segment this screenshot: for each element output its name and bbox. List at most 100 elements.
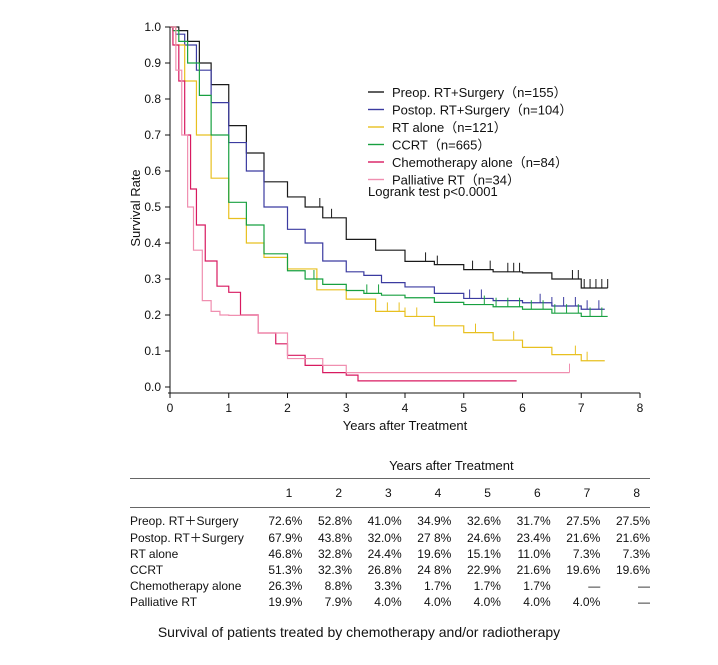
table-cell: 4.0% xyxy=(374,595,402,609)
series-line-5 xyxy=(170,26,570,374)
x-tick-label: 1 xyxy=(225,401,232,415)
table-cell: 31.7% xyxy=(516,513,551,528)
x-tick-label: 7 xyxy=(578,401,585,415)
legend: Preop. RT+Surgery（n=155） Postop. RT+Surge… xyxy=(368,85,572,188)
table-cell: 7.3% xyxy=(572,547,601,561)
table-row-label: Postop. RT＋Surgery xyxy=(130,531,244,545)
table-row-label: Palliative RT xyxy=(130,595,198,609)
table-column-header: 2 xyxy=(335,486,342,500)
series-line-4 xyxy=(170,26,517,382)
logrank-annotation: Logrank test p<0.0001 xyxy=(368,184,498,199)
table-row: CCRT 51.3% 32.3% 26.8% 24 8% 22.9% 21.6% 19.6% 1… xyxy=(130,562,650,578)
y-tick-label: 0.0 xyxy=(144,380,161,394)
table-cell: — xyxy=(638,579,650,593)
table-cell: 34.9% xyxy=(417,513,452,528)
table-cell: 8.8% xyxy=(324,579,352,593)
table-cell: 15.1% xyxy=(466,547,501,561)
table-row: Postop. RT＋Surgery 67.9% 43.8% 32.0% 27 8% 24… xyxy=(130,529,650,546)
legend-label: Palliative RT（n=34） xyxy=(392,173,520,188)
table-cell: 19.6% xyxy=(566,563,601,577)
table-cell: 24.6% xyxy=(466,530,501,545)
x-tick-label: 5 xyxy=(460,401,467,415)
table-column-header: 3 xyxy=(384,486,392,500)
legend-label: Chemotherapy alone（n=84） xyxy=(392,155,568,170)
series-line-2 xyxy=(170,26,605,362)
y-axis-label: Survival Rate xyxy=(128,169,143,246)
table-cell: 32.8% xyxy=(317,547,352,561)
y-tick-label: 0.4 xyxy=(144,236,161,250)
table-column-header: 6 xyxy=(533,486,541,500)
table-cell: 32.6% xyxy=(466,513,501,528)
table-cell: 1.7% xyxy=(473,579,501,593)
y-tick-label: 0.9 xyxy=(144,56,161,70)
legend-label: CCRT（n=665） xyxy=(392,138,490,153)
table-cell: 19.6% xyxy=(417,547,452,561)
table-row: Chemotherapy alone 26.3% 8.8% 3.3% 1.7% 1.7% 1… xyxy=(130,578,650,594)
legend-label: RT alone（n=121） xyxy=(392,120,507,135)
series-line-1 xyxy=(170,26,605,310)
table-row-label: CCRT xyxy=(130,563,164,577)
table-cell: 23.4% xyxy=(516,530,551,545)
table-cell: 41.0% xyxy=(367,513,402,528)
table-cell: 51.3% xyxy=(268,563,303,577)
x-tick-label: 8 xyxy=(637,401,644,415)
table-cell: 27.5% xyxy=(615,513,650,528)
table-row-label: RT alone xyxy=(130,547,179,561)
table-cell: 43.8% xyxy=(317,530,352,545)
legend-label: Preop. RT+Surgery（n=155） xyxy=(392,85,567,100)
x-axis-label: Years after Treatment xyxy=(343,418,468,433)
table-column-header: 8 xyxy=(633,486,640,500)
table-cell: 4.0% xyxy=(572,595,601,609)
table-cell: 7.9% xyxy=(324,595,352,609)
survival-table: Years after Treatment 1 2 3 4 5 6 7 8 Preop. RT… xyxy=(130,452,650,610)
y-tick-label: 0.3 xyxy=(144,272,161,286)
x-tick-label: 2 xyxy=(284,401,291,415)
x-tick-label: 6 xyxy=(519,401,526,415)
plot-area xyxy=(170,26,609,382)
table-cell: 27.5% xyxy=(566,513,601,528)
y-tick-label: 1.0 xyxy=(144,20,161,34)
table-cell: 21.6% xyxy=(615,530,650,545)
table-cell: 4.0% xyxy=(473,595,501,609)
table-cell: 1.7% xyxy=(523,579,551,593)
table-cell: 19.6% xyxy=(615,563,650,577)
figure-caption: Survival of patients treated by chemothe… xyxy=(157,624,561,640)
legend-label: Postop. RT+Surgery（n=104） xyxy=(392,103,572,118)
table-cell: 67.9% xyxy=(268,530,303,545)
table-row: Preop. RT＋Surgery 72.6% 52.8% 41.0% 34.9% 32.… xyxy=(130,508,650,530)
table-cell: 22.9% xyxy=(466,563,501,577)
table-cell: 46.8% xyxy=(268,547,303,561)
table-cell: 1.7% xyxy=(423,579,452,593)
table-row-label: Chemotherapy alone xyxy=(130,579,242,593)
table-cell: 32.0% xyxy=(367,530,402,545)
table-cell: — xyxy=(638,595,650,609)
table-cell: 32.3% xyxy=(317,563,352,577)
table-cell: 4.0% xyxy=(423,595,452,609)
series-line-3 xyxy=(170,26,608,318)
table-column-header: 4 xyxy=(434,486,442,500)
table-cell: 19.9% xyxy=(268,595,303,609)
y-tick-label: 0.5 xyxy=(144,200,161,214)
table-corner xyxy=(130,479,253,508)
survival-chart: 0.0 0.1 0.2 0.3 0.4 0.5 0.6 0.7 0.8 0.9 1.0 0 1 2 3 4 5 6… xyxy=(128,20,644,433)
table-column-header: 5 xyxy=(484,486,491,500)
y-tick-label: 0.6 xyxy=(144,164,161,178)
table-cell: 21.6% xyxy=(516,563,551,577)
table-cell: 11.0% xyxy=(517,547,551,561)
table-corner xyxy=(130,452,253,479)
table-cell: 26.8% xyxy=(367,563,402,577)
table-cell: 24.4% xyxy=(367,547,402,561)
x-tick-label: 0 xyxy=(167,401,174,415)
table-cell: 3.3% xyxy=(374,579,402,593)
table-row: RT alone 46.8% 32.8% 24.4% 19.6% 15.1% 11.0% 7.… xyxy=(130,546,650,562)
x-tick-label: 3 xyxy=(343,401,350,415)
axes: 0.0 0.1 0.2 0.3 0.4 0.5 0.6 0.7 0.8 0.9 1.0 0 1 2 3 4 5 6… xyxy=(144,20,643,415)
table-cell: 27 8% xyxy=(417,530,452,545)
table-cell: 24 8% xyxy=(417,563,452,577)
table-column-header: 7 xyxy=(583,486,591,500)
table-column-header: 1 xyxy=(285,486,293,500)
y-tick-label: 0.7 xyxy=(144,128,161,142)
table-cell: 4.0% xyxy=(523,595,551,609)
table-cell: — xyxy=(588,579,601,593)
table-row: Palliative RT 19.9% 7.9% 4.0% 4.0% 4.0% 4.0% 4.… xyxy=(130,594,650,610)
